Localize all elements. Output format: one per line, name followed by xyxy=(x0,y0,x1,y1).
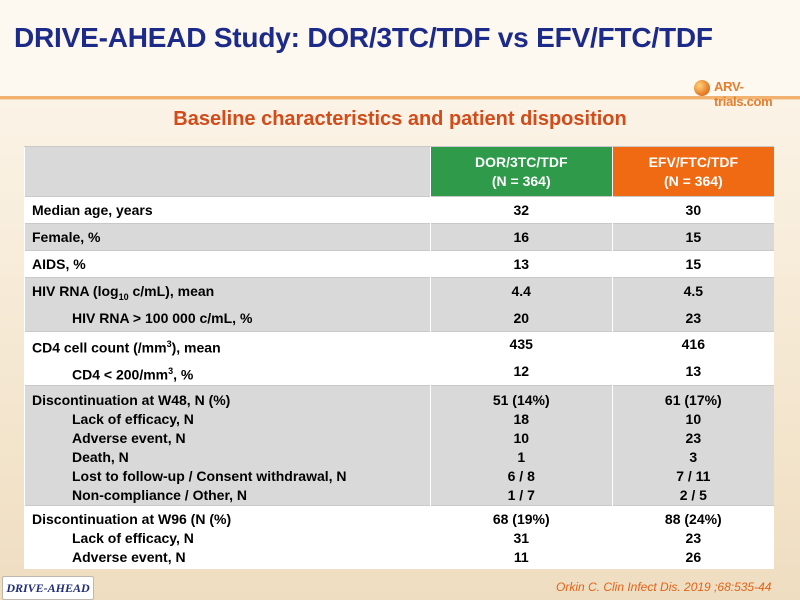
arv-trials-logo: ARV-trials.com xyxy=(694,78,794,109)
arm1-value: 51 (14%) xyxy=(492,392,550,408)
title-rule xyxy=(0,96,800,99)
citation: Orkin C. Clin Infect Dis. 2019 ;68:535-4… xyxy=(556,580,772,594)
arm2-value: 13 xyxy=(685,363,702,379)
arm1-value: 68 (19%) xyxy=(492,511,550,527)
table-row: Discontinuation at W96 (N (%) Lack of ef… xyxy=(24,505,774,569)
arm1-value: 1 xyxy=(517,449,526,465)
slide-title: DRIVE-AHEAD Study: DOR/3TC/TDF vs EFV/FT… xyxy=(14,22,713,53)
arm1-value: 32 xyxy=(513,202,530,218)
arm2-value: 15 xyxy=(685,256,702,272)
arm2-value: 3 xyxy=(689,449,698,465)
arm2-value: 26 xyxy=(685,549,702,565)
arm1-value: 12 xyxy=(513,363,530,379)
row-sublabel: Lack of efficacy, N xyxy=(72,530,194,546)
arm2-value: 30 xyxy=(685,202,702,218)
row-label: CD4 cell count (/mm3), mean xyxy=(32,339,221,356)
table-row: Female, % 16 15 xyxy=(24,223,774,251)
arm2-value: 61 (17%) xyxy=(664,392,722,408)
arm2-value: 2 / 5 xyxy=(679,487,707,503)
arm2-n: (N = 364) xyxy=(663,172,723,189)
arm1-name: DOR/3TC/TDF xyxy=(474,153,568,170)
row-label: AIDS, % xyxy=(32,256,86,272)
logo-text: ARV-trials.com xyxy=(714,79,773,109)
arm2-value: 15 xyxy=(685,229,702,245)
logo-ball-icon xyxy=(694,80,710,96)
header-arm1: DOR/3TC/TDF (N = 364) xyxy=(429,146,613,197)
arm2-value: 10 xyxy=(685,411,702,427)
row-label: Female, % xyxy=(32,229,101,245)
row-label: Median age, years xyxy=(32,202,153,218)
arm1-value: 13 xyxy=(513,256,530,272)
arm2-value: 4.5 xyxy=(683,283,704,299)
row-sublabel: CD4 < 200/mm3, % xyxy=(72,366,194,383)
table-row: Median age, years 32 30 xyxy=(24,196,774,224)
row-sublabel: Lack of efficacy, N xyxy=(72,411,194,427)
row-sublabel: Death, N xyxy=(72,449,129,465)
row-sublabel: Adverse event, N xyxy=(72,430,186,446)
table-header-row: DOR/3TC/TDF (N = 364) EFV/FTC/TDF (N = 3… xyxy=(24,146,774,197)
arm1-value: 1 / 7 xyxy=(507,487,535,503)
arm2-name: EFV/FTC/TDF xyxy=(648,153,739,170)
baseline-table: DOR/3TC/TDF (N = 364) EFV/FTC/TDF (N = 3… xyxy=(24,146,774,569)
table-row: HIV RNA (log10 c/mL), mean HIV RNA > 100… xyxy=(24,277,774,332)
arm1-value: 18 xyxy=(513,411,530,427)
row-sublabel: Non-compliance / Other, N xyxy=(72,487,248,503)
table-row: AIDS, % 13 15 xyxy=(24,250,774,278)
arm1-n: (N = 364) xyxy=(491,172,551,189)
row-sublabel: Adverse event, N xyxy=(72,549,186,565)
arm2-value: 416 xyxy=(681,336,705,352)
arm2-value: 23 xyxy=(685,310,702,326)
arm1-value: 16 xyxy=(513,229,530,245)
arm2-value: 23 xyxy=(685,430,702,446)
arm1-value: 435 xyxy=(509,336,533,352)
arm1-value: 4.4 xyxy=(511,283,531,299)
arm1-value: 11 xyxy=(513,549,529,565)
slide-subtitle: Baseline characteristics and patient dis… xyxy=(173,108,627,130)
title-rule-shadow xyxy=(0,99,800,100)
row-label: HIV RNA (log10 c/mL), mean xyxy=(32,283,215,302)
row-sublabel: Lost to follow-up / Consent withdrawal, … xyxy=(72,468,347,484)
arm1-value: 6 / 8 xyxy=(507,468,535,484)
header-arm2: EFV/FTC/TDF (N = 364) xyxy=(611,146,774,197)
arm1-value: 10 xyxy=(513,430,530,446)
row-sublabel: HIV RNA > 100 000 c/mL, % xyxy=(72,310,253,326)
arm2-value: 7 / 11 xyxy=(676,468,711,484)
table-row: CD4 cell count (/mm3), mean CD4 < 200/mm… xyxy=(24,331,774,386)
arm1-value: 20 xyxy=(513,310,530,326)
arm2-value: 23 xyxy=(685,530,702,546)
row-label: Discontinuation at W48, N (%) xyxy=(32,392,231,408)
header-empty-cell xyxy=(24,146,431,197)
arm2-value: 88 (24%) xyxy=(664,511,722,527)
row-label: Discontinuation at W96 (N (%) xyxy=(32,511,232,527)
drive-ahead-logo: DRIVE-AHEAD xyxy=(2,576,94,600)
arm1-value: 31 xyxy=(513,530,530,546)
table-row: Discontinuation at W48, N (%) Lack of ef… xyxy=(24,385,774,506)
